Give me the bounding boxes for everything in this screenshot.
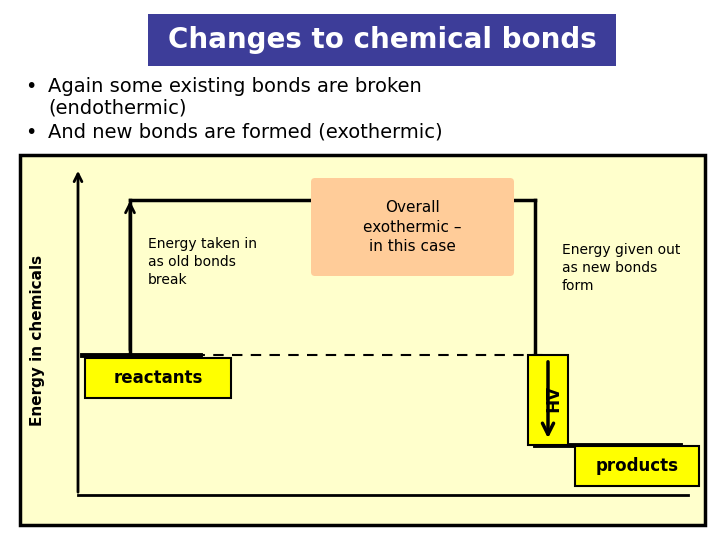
Text: products: products: [595, 457, 678, 475]
Text: •: •: [25, 78, 37, 97]
Text: Energy taken in
as old bonds
break: Energy taken in as old bonds break: [148, 237, 257, 287]
Text: (endothermic): (endothermic): [48, 98, 186, 118]
FancyBboxPatch shape: [20, 155, 705, 525]
Text: Energy given out
as new bonds
form: Energy given out as new bonds form: [562, 242, 680, 293]
Text: Overall
exothermic –
in this case: Overall exothermic – in this case: [364, 200, 462, 254]
Text: ΔH: ΔH: [541, 387, 559, 414]
FancyBboxPatch shape: [311, 178, 514, 276]
Text: Energy in chemicals: Energy in chemicals: [30, 254, 45, 426]
Text: Again some existing bonds are broken: Again some existing bonds are broken: [48, 78, 422, 97]
FancyBboxPatch shape: [148, 14, 616, 66]
Text: And new bonds are formed (exothermic): And new bonds are formed (exothermic): [48, 123, 443, 141]
FancyBboxPatch shape: [85, 358, 231, 398]
FancyBboxPatch shape: [528, 355, 568, 445]
Text: Changes to chemical bonds: Changes to chemical bonds: [168, 26, 596, 54]
FancyBboxPatch shape: [575, 446, 699, 486]
Text: reactants: reactants: [113, 369, 203, 387]
Text: •: •: [25, 123, 37, 141]
